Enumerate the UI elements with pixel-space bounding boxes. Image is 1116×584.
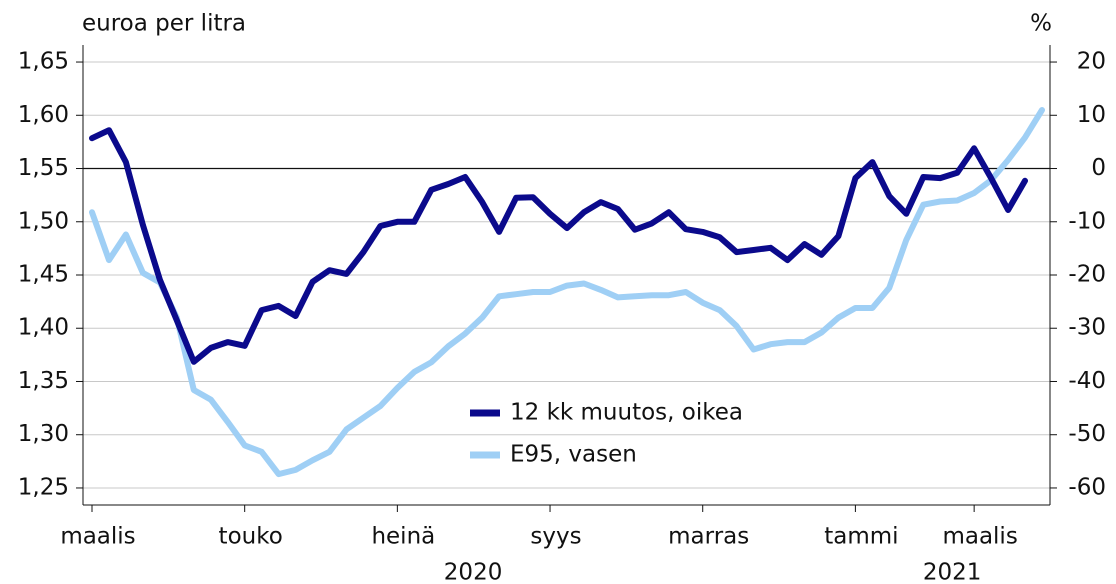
y-tick-label: 1,65 xyxy=(18,49,69,75)
y-tick-label: 1,55 xyxy=(18,155,69,181)
y2-axis-title: % xyxy=(1030,11,1052,37)
y2-tick-label: -50 xyxy=(1068,421,1106,447)
x-tick-label: touko xyxy=(219,524,283,550)
y2-tick-label: -60 xyxy=(1068,474,1106,500)
x-tick-label: maalis xyxy=(942,524,1017,550)
y2-tick-label: 0 xyxy=(1091,155,1106,181)
x-tick-label: syys xyxy=(530,524,581,550)
y2-tick-label: -40 xyxy=(1068,368,1106,394)
y2-tick-label: 20 xyxy=(1077,49,1106,75)
y-tick-label: 1,60 xyxy=(18,102,69,128)
x-tick-label: maalis xyxy=(60,524,135,550)
y2-tick-label: -30 xyxy=(1068,315,1106,341)
y-tick-label: 1,40 xyxy=(18,315,69,341)
y2-tick-label: -20 xyxy=(1068,262,1106,288)
x-tick-label: marras xyxy=(668,524,749,550)
year-label: 2020 xyxy=(444,560,503,584)
y-tick-label: 1,30 xyxy=(18,421,69,447)
legend-label: E95, vasen xyxy=(510,442,637,468)
year-label: 2021 xyxy=(923,560,982,584)
y-tick-label: 1,35 xyxy=(18,368,69,394)
legend-label: 12 kk muutos, oikea xyxy=(510,400,743,426)
y-axis-title: euroa per litra xyxy=(82,11,246,37)
y-tick-label: 1,25 xyxy=(18,474,69,500)
x-tick-label: tammi xyxy=(824,524,898,550)
y2-tick-label: -10 xyxy=(1068,208,1106,234)
series-line xyxy=(89,107,1045,478)
y-tick-label: 1,45 xyxy=(18,262,69,288)
y-tick-label: 1,50 xyxy=(18,208,69,234)
x-tick-label: heinä xyxy=(371,524,435,550)
y2-tick-label: 10 xyxy=(1077,102,1106,128)
series-line xyxy=(89,127,1028,365)
